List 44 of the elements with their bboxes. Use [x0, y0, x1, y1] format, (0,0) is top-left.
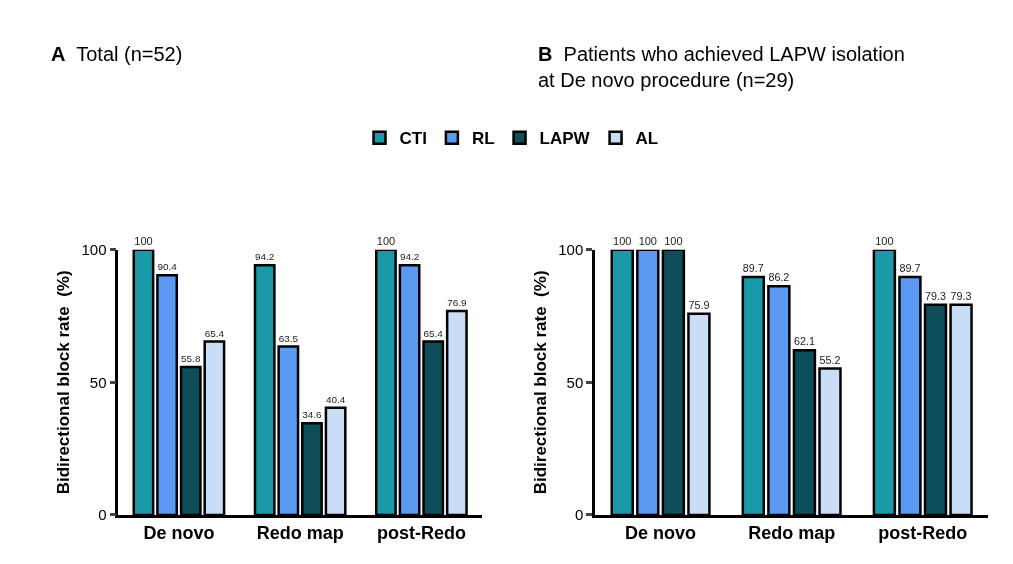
- data-label: 75.9: [688, 298, 710, 311]
- data-label: 94.2: [399, 251, 420, 263]
- data-label: 65.4: [204, 327, 225, 339]
- data-label: 76.9: [447, 297, 467, 309]
- data-label: 79.3: [925, 289, 946, 302]
- data-label: 40.4: [325, 394, 346, 406]
- chart-title: A Total (n=52): [51, 43, 183, 65]
- legend-label: LAPW: [539, 129, 591, 149]
- legend-label: CTI: [399, 129, 427, 149]
- legend-label: RL: [471, 129, 495, 149]
- data-label: 65.4: [423, 327, 444, 339]
- y-tick-label: 0: [574, 506, 584, 524]
- data-label: 100: [134, 234, 153, 247]
- y-tick-label: 0: [98, 506, 107, 524]
- y-axis-title: Bidirectional block rate (%): [54, 270, 74, 495]
- x-tick-label: post-Redo: [878, 523, 968, 544]
- data-label: 100: [376, 234, 396, 247]
- data-label: 62.1: [793, 335, 815, 348]
- x-tick-label: Redo map: [256, 523, 344, 544]
- data-label: 94.2: [255, 251, 275, 263]
- x-tick-label: Redo map: [748, 523, 836, 544]
- y-tick-label: 50: [89, 373, 107, 391]
- y-tick-label: 100: [81, 241, 107, 259]
- data-label: 89.7: [899, 262, 921, 275]
- y-tick-label: 100: [558, 241, 584, 259]
- data-label: 86.2: [768, 271, 790, 284]
- data-label: 55.8: [181, 353, 201, 365]
- data-label: 100: [664, 234, 683, 247]
- data-label: 100: [638, 234, 657, 247]
- data-label: 34.6: [302, 409, 323, 421]
- x-tick-label: De novo: [625, 523, 697, 544]
- data-label: 55.2: [819, 353, 841, 366]
- chart-title: B Patients who achieved LAPW isolation at De novo procedure (n=29): [538, 43, 905, 91]
- data-label: 90.4: [157, 261, 178, 273]
- data-label: 79.3: [950, 289, 972, 302]
- x-tick-label: De novo: [143, 523, 215, 544]
- data-label: 100: [613, 234, 632, 247]
- y-tick-label: 50: [566, 373, 584, 391]
- x-tick-label: post-Redo: [376, 523, 466, 544]
- y-axis-title: Bidirectional block rate (%): [530, 270, 550, 495]
- legend-label: AL: [635, 129, 659, 149]
- data-label: 100: [875, 234, 894, 247]
- data-label: 63.5: [278, 332, 299, 344]
- data-label: 89.7: [742, 262, 764, 275]
